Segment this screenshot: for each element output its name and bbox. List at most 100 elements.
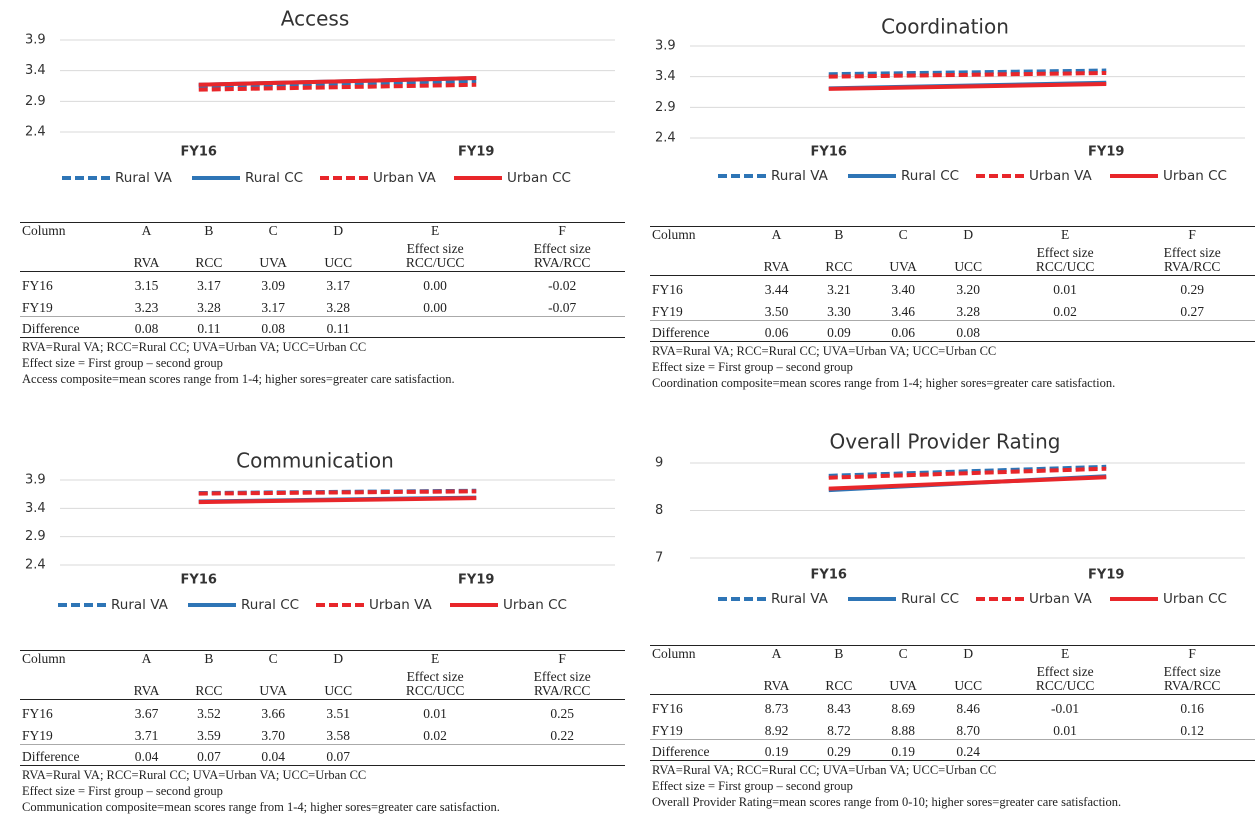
header-cell: E <box>1000 645 1130 662</box>
header-cell: F <box>1129 645 1255 662</box>
note: Coordination composite=mean scores range… <box>652 376 1116 390</box>
legend-label: Urban VA <box>373 170 436 186</box>
header-cell: C <box>870 645 936 662</box>
table-row: FY19 8.92 8.72 8.88 8.70 0.01 0.12 <box>650 717 1255 740</box>
header-line: RCC/UCC <box>1035 678 1095 693</box>
header-cell <box>20 239 116 272</box>
y-tick-label: 2.9 <box>25 94 46 109</box>
header-line: Effect size <box>533 241 591 256</box>
header-cell: UCC <box>935 662 1001 695</box>
table-cell: 3.15 <box>134 278 159 293</box>
x-tick-label: FY16 <box>811 145 847 160</box>
table-cell: FY19 <box>650 298 746 321</box>
header-cell: UCC <box>935 243 1001 276</box>
data-table: Column A B C D E F RVA RCC UVA UCC Effect size RCC/U… <box>650 226 1255 342</box>
header-cell: D <box>935 226 1001 243</box>
header-cell: Effect size RVA/RCC <box>1129 662 1255 695</box>
legend-label: Rural CC <box>241 597 299 613</box>
header-cell: Effect size RVA/RCC <box>499 239 625 272</box>
table-cell: 3.40 <box>891 282 915 297</box>
table-row: FY19 3.71 3.59 3.70 3.58 0.02 0.22 <box>20 722 625 745</box>
table-cell: 0.11 <box>177 316 241 338</box>
legend-label: Urban CC <box>1163 591 1227 607</box>
header-cell: RVA <box>746 662 808 695</box>
table-cell: Difference <box>650 739 746 761</box>
header-cell: Column <box>20 222 116 239</box>
legend-label: Rural CC <box>901 591 959 607</box>
header-cell: RVA <box>116 239 178 272</box>
table-cell: 0.04 <box>240 744 306 766</box>
header-cell <box>650 662 746 695</box>
table-cell: -0.01 <box>1051 701 1080 716</box>
legend-label: Rural VA <box>771 591 829 607</box>
note: RVA=Rural VA; RCC=Rural CC; UVA=Urban VA… <box>652 344 997 358</box>
table-cell: 8.73 <box>764 701 789 716</box>
table-cell: 0.00 <box>370 294 500 317</box>
header-line: Effect size <box>406 241 464 256</box>
header-line: RVA/RCC <box>533 683 591 698</box>
chart-title: Communication <box>236 449 394 473</box>
chart: Access 2.4 2.9 3.4 3.9 FY16 FY19 Rural VA Rural … <box>25 7 615 186</box>
header-cell: Effect size RCC/UCC <box>1000 243 1130 276</box>
table-cell: 0.01 <box>1053 282 1077 297</box>
series-line <box>198 76 477 87</box>
table-cell: 3.71 <box>116 722 178 745</box>
header-cell: E <box>1000 226 1130 243</box>
header-cell: RVA <box>746 243 808 276</box>
table-cell <box>1000 320 1130 342</box>
header-cell: RCC <box>807 662 871 695</box>
table-cell: 3.20 <box>956 282 980 297</box>
table-cell: 3.28 <box>935 298 1001 321</box>
series-line <box>828 82 1107 91</box>
header-line: RCC/UCC <box>405 255 465 270</box>
table-cell: 3.17 <box>197 278 221 293</box>
table-cell: 0.06 <box>746 320 808 342</box>
data-table: Column A B C D E F RVA RCC UVA UCC Effect size RCC/U… <box>20 650 625 766</box>
table-cell: 3.28 <box>177 294 241 317</box>
table-row: Column A B C D E F <box>20 650 625 667</box>
header-line: RVA/RCC <box>1163 678 1221 693</box>
y-tick-label: 2.9 <box>655 100 676 115</box>
header-line: RVA/RCC <box>533 255 591 270</box>
table-row: Difference 0.19 0.29 0.19 0.24 <box>650 739 1255 761</box>
series-line <box>198 489 477 496</box>
header-cell <box>650 243 746 276</box>
legend-label: Rural VA <box>771 168 829 184</box>
table-row: Difference 0.06 0.09 0.06 0.08 <box>650 320 1255 342</box>
table-cell: 0.08 <box>240 316 306 338</box>
header-cell: C <box>240 222 306 239</box>
table-row: Difference 0.08 0.11 0.08 0.11 <box>20 316 625 338</box>
table-cell: 3.58 <box>305 722 371 745</box>
note: RVA=Rural VA; RCC=Rural CC; UVA=Urban VA… <box>22 340 367 354</box>
table-cell: 0.27 <box>1129 298 1255 321</box>
header-cell: RCC <box>177 239 241 272</box>
table-row: RVA RCC UVA UCC Effect size RCC/UCC Effect siz… <box>20 667 625 700</box>
table-cell <box>370 316 500 338</box>
header-cell: F <box>499 222 625 239</box>
table-cell: Difference <box>650 320 746 342</box>
table-cell: FY16 <box>22 706 53 721</box>
table-cell: 8.70 <box>935 717 1001 740</box>
table-cell: FY19 <box>20 294 116 317</box>
chart-title: Access <box>281 7 349 31</box>
y-tick-label: 3.4 <box>25 63 46 78</box>
x-tick-label: FY19 <box>458 573 494 588</box>
y-tick-label: 8 <box>655 503 663 518</box>
header-cell: D <box>305 222 371 239</box>
table-cell: 0.08 <box>116 316 178 338</box>
legend-label: Urban VA <box>1029 591 1092 607</box>
table-cell: Difference <box>20 744 116 766</box>
note: Effect size = First group – second group <box>22 784 223 798</box>
table-cell <box>499 744 625 766</box>
table-cell: 0.09 <box>807 320 871 342</box>
table-row: RVA RCC UVA UCC Effect size RCC/UCC Effect siz… <box>650 662 1255 695</box>
table-cell: 8.92 <box>746 717 808 740</box>
table-row: Difference 0.04 0.07 0.04 0.07 <box>20 744 625 766</box>
table-notes: RVA=Rural VA; RCC=Rural CC; UVA=Urban VA… <box>22 767 500 815</box>
header-cell: B <box>177 650 241 667</box>
header-line: Effect size <box>1036 245 1094 260</box>
series-line <box>198 496 477 505</box>
y-tick-label: 3.9 <box>25 33 46 48</box>
table-cell <box>1129 739 1255 761</box>
note: Effect size = First group – second group <box>22 356 223 370</box>
